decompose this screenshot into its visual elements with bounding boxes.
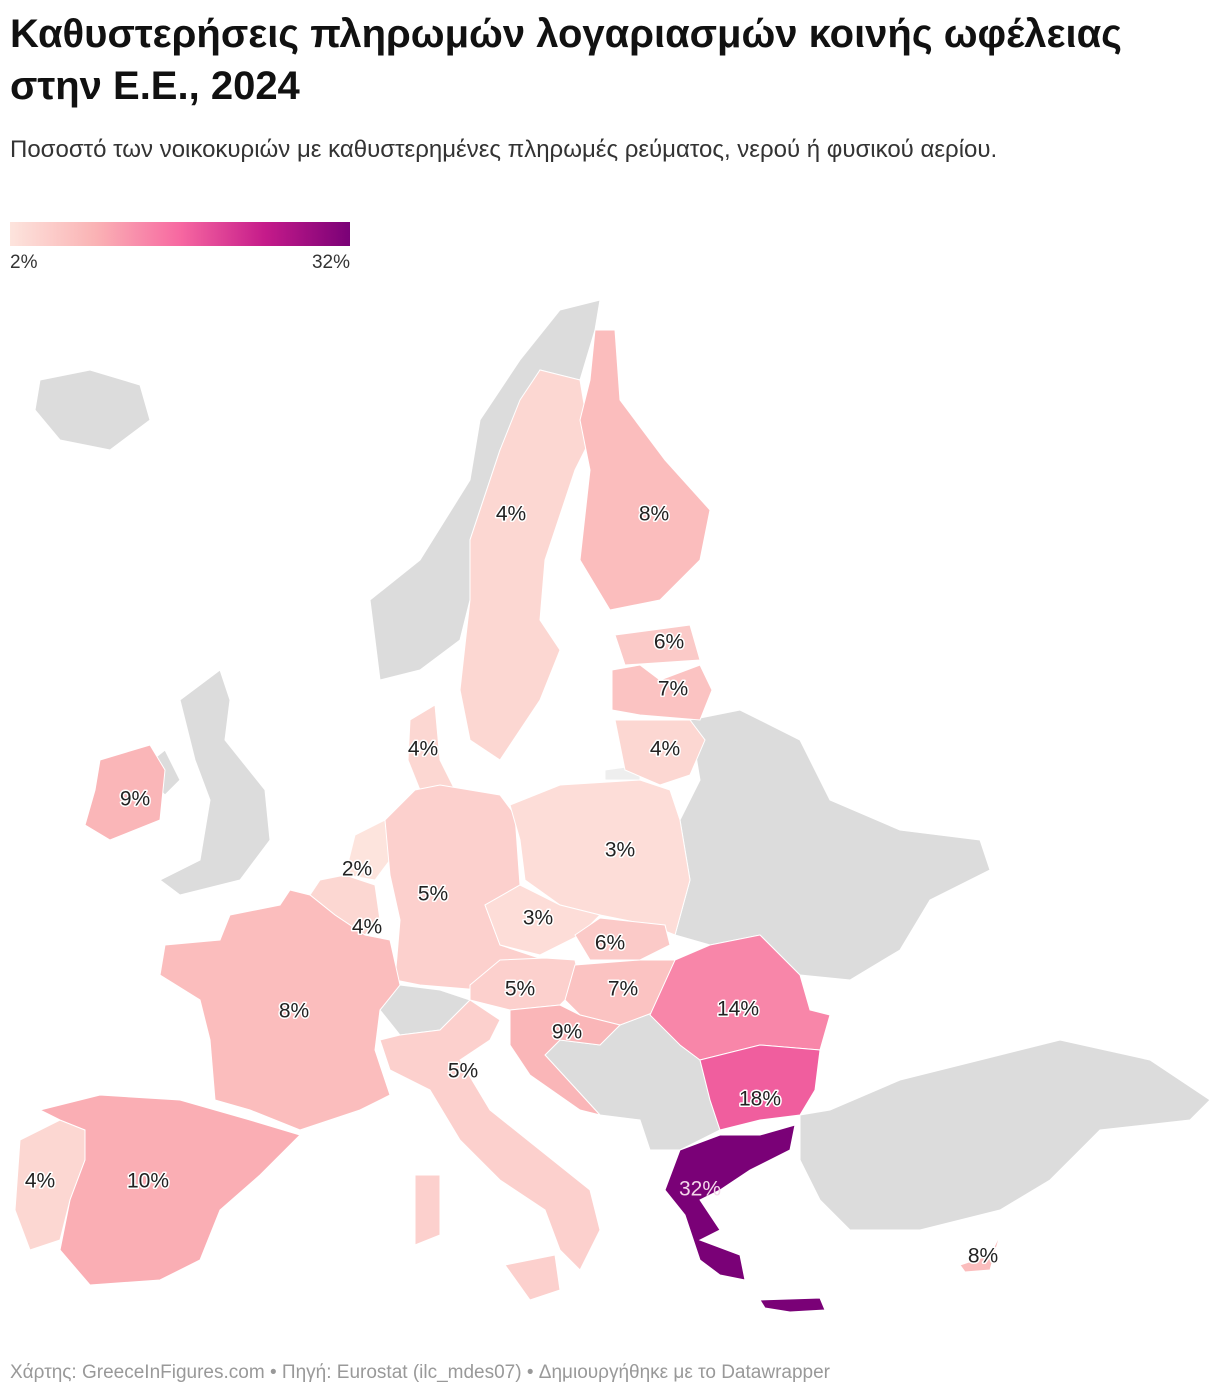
legend-bar [10,222,350,246]
value-label: 10% [127,1170,169,1193]
value-label: 2% [342,858,372,881]
non-eu-land [34,299,1211,1231]
region [379,999,601,1271]
value-label: 9% [120,788,150,811]
value-label: 8% [639,503,669,526]
value-label: 6% [654,631,684,654]
footer: Χάρτης: GreeceInFigures.com • Πηγή: Euro… [10,1362,830,1383]
region [459,369,591,761]
region [959,1234,1001,1273]
value-label: 7% [608,978,638,1001]
legend-label: 2% [10,252,38,273]
legend-label: 32% [312,252,350,273]
value-label: 18% [739,1088,781,1111]
value-label: 3% [605,839,635,862]
region [344,819,391,881]
labels: 4% 8% 6% 7% 4% 4% 9% 2% 5% 3% 4% 3% 6% 5% 7% 14% 8% 9% 5% 1… [23,501,999,1269]
value-label: 8% [968,1245,998,1268]
region [614,719,706,786]
land [799,1039,1211,1231]
value-label: 4% [496,503,526,526]
value-label: 5% [448,1060,478,1083]
region [614,624,701,666]
region [579,329,711,611]
regions [14,329,1001,1313]
map: 4% 8% 6% 7% 4% 4% 9% 2% 5% 3% 4% 3% 6% 5% 7% 14% 8% 9% 5% 1… [10,222,1211,1313]
region [414,1174,441,1246]
region [699,1044,821,1131]
land [34,369,151,451]
value-label: 5% [418,883,448,906]
region [564,959,676,1026]
region [574,917,671,961]
land [159,669,271,896]
legend: 2% 32% [10,222,350,273]
region [509,1004,621,1116]
region [664,1124,796,1281]
region [84,744,166,841]
value-label: 4% [25,1170,55,1193]
title: Καθυστερήσεις πληρωμών λογαριασμών κοινή… [10,12,1122,108]
value-label: 4% [650,738,680,761]
value-label: 14% [717,998,759,1021]
value-label: 4% [352,916,382,939]
value-label: 9% [552,1021,582,1044]
region [504,1254,561,1301]
value-label: 5% [505,978,535,1001]
region [159,889,401,1131]
value-label: 3% [523,907,553,930]
value-label: 7% [658,678,688,701]
region [759,1297,826,1313]
land [674,709,991,981]
value-label: 8% [279,1000,309,1023]
region [649,934,831,1061]
value-label: 6% [595,932,625,955]
region [611,664,713,721]
region [509,779,691,936]
subtitle: Ποσοστό των νοικοκυριών με καθυστερημένε… [10,136,998,163]
region [38,1094,301,1286]
value-label: 32% [679,1178,721,1201]
value-label: 4% [408,738,438,761]
